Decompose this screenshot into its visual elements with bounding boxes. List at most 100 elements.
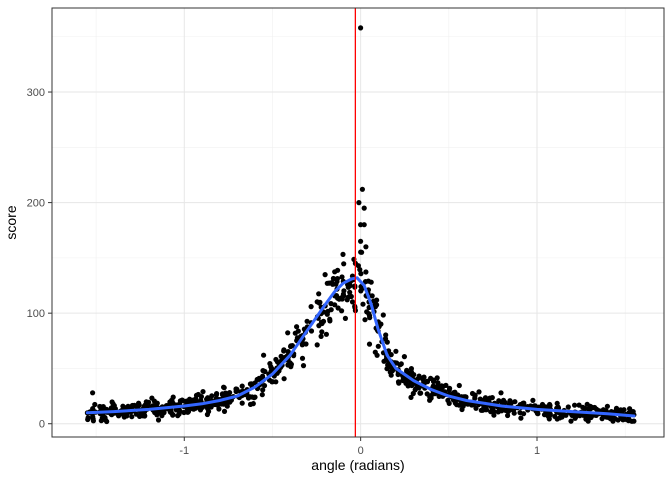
data-point <box>330 275 336 282</box>
data-point <box>366 341 373 347</box>
data-point <box>304 318 310 324</box>
data-point <box>192 397 198 403</box>
data-point <box>175 413 181 419</box>
data-point <box>356 200 362 206</box>
data-point <box>329 280 335 286</box>
data-point <box>483 407 489 413</box>
data-point <box>348 293 354 300</box>
data-point <box>200 389 206 395</box>
data-point <box>498 390 504 396</box>
data-point <box>517 410 523 416</box>
data-point <box>400 377 406 384</box>
data-point <box>476 389 482 395</box>
data-point <box>631 418 637 424</box>
data-point <box>518 415 524 421</box>
data-point <box>121 414 127 420</box>
data-point <box>491 408 497 415</box>
data-point <box>143 403 149 410</box>
data-point <box>361 222 367 228</box>
data-point <box>388 352 394 358</box>
data-point <box>427 397 433 403</box>
data-point <box>133 411 139 417</box>
data-point <box>334 276 340 282</box>
data-point <box>496 398 502 404</box>
data-point <box>129 402 135 409</box>
data-point <box>341 261 347 267</box>
data-point <box>396 380 402 386</box>
data-point <box>388 372 394 378</box>
data-point <box>328 301 334 307</box>
data-point <box>576 402 582 408</box>
data-point <box>319 329 325 335</box>
data-point <box>170 400 176 406</box>
data-point <box>281 376 287 382</box>
data-point <box>395 371 401 378</box>
data-point <box>90 390 96 396</box>
data-point <box>335 305 341 311</box>
data-point <box>535 411 541 417</box>
data-point <box>358 222 364 228</box>
data-point <box>345 284 351 290</box>
data-point <box>135 403 141 409</box>
data-point <box>347 289 353 295</box>
data-point <box>335 267 341 273</box>
smooth-curve <box>85 276 636 418</box>
data-point <box>342 315 348 321</box>
data-point <box>155 417 162 423</box>
data-point <box>489 395 495 401</box>
data-point <box>363 244 369 250</box>
data-point <box>424 379 431 385</box>
data-point <box>214 391 220 397</box>
data-point <box>300 363 307 369</box>
data-point <box>216 406 222 412</box>
data-point <box>308 328 315 334</box>
data-point <box>317 299 323 305</box>
data-point <box>380 312 386 318</box>
data-point <box>295 328 301 334</box>
data-point <box>610 418 616 424</box>
x-tick-label: -1 <box>179 445 189 457</box>
y-tick-label: 0 <box>39 419 45 431</box>
data-point <box>339 274 345 280</box>
data-point <box>559 414 565 420</box>
data-point <box>366 311 372 317</box>
data-point <box>369 293 375 299</box>
data-point <box>227 390 233 396</box>
data-point <box>303 341 309 347</box>
data-point <box>374 352 380 358</box>
data-point <box>500 406 506 413</box>
data-point <box>259 392 265 398</box>
data-point <box>209 393 215 399</box>
data-point <box>505 412 511 419</box>
data-point <box>90 414 96 420</box>
data-point <box>260 387 266 393</box>
data-point <box>462 394 468 400</box>
data-point <box>613 405 620 411</box>
data-point <box>541 412 548 418</box>
data-point <box>97 403 103 410</box>
data-point <box>361 205 367 211</box>
data-point <box>340 251 346 257</box>
data-point <box>285 362 291 368</box>
data-point <box>92 401 98 408</box>
data-point <box>473 405 479 411</box>
data-point <box>446 400 452 406</box>
data-point <box>482 395 489 401</box>
data-point <box>512 399 518 405</box>
data-point <box>251 395 257 401</box>
data-point <box>177 408 183 414</box>
data-point <box>324 280 330 286</box>
data-point <box>416 384 422 390</box>
y-tick-label: 300 <box>27 87 45 99</box>
data-point <box>344 297 350 303</box>
data-point <box>220 401 226 407</box>
data-point <box>358 249 364 255</box>
data-point <box>129 414 135 420</box>
data-point <box>585 406 592 412</box>
data-point <box>583 416 589 422</box>
data-point <box>358 25 364 31</box>
data-point <box>431 377 437 383</box>
x-tick-label: 0 <box>358 445 364 457</box>
panel-border <box>51 7 665 438</box>
data-point <box>198 394 204 400</box>
